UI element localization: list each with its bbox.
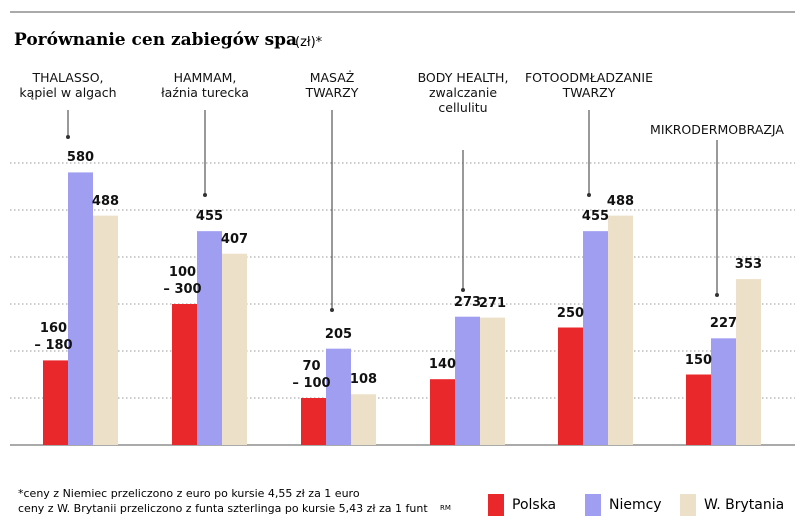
bar bbox=[686, 374, 711, 445]
value-label: 100 – 300 bbox=[163, 265, 202, 297]
bar bbox=[711, 338, 736, 445]
bar bbox=[736, 279, 761, 445]
category-label: BODY HEALTH, zwalczanie cellulitu bbox=[417, 70, 509, 115]
value-label: 70 – 100 bbox=[292, 359, 331, 391]
bar bbox=[43, 360, 68, 445]
value-label: 205 bbox=[324, 326, 353, 342]
leader-dot bbox=[587, 193, 591, 197]
legend-label: Niemcy bbox=[609, 497, 662, 513]
leader-dot bbox=[330, 308, 334, 312]
bar bbox=[430, 379, 455, 445]
legend-item: Niemcy bbox=[585, 494, 662, 516]
bar bbox=[455, 316, 480, 445]
bar bbox=[480, 317, 505, 445]
leader-dot bbox=[715, 293, 719, 297]
credit: RM bbox=[440, 504, 451, 512]
leader-dot bbox=[203, 193, 207, 197]
bar bbox=[326, 348, 351, 445]
value-label: 407 bbox=[220, 231, 249, 247]
leader-dot bbox=[461, 288, 465, 292]
value-label: 488 bbox=[91, 193, 120, 209]
value-label: 150 bbox=[684, 352, 713, 368]
value-label: 353 bbox=[734, 257, 763, 273]
bar bbox=[301, 398, 326, 445]
value-label: 160 – 180 bbox=[34, 321, 73, 354]
bar bbox=[93, 215, 118, 445]
bar bbox=[222, 253, 247, 445]
value-label: 580 bbox=[66, 150, 95, 166]
subtitle: (zł)* bbox=[295, 35, 323, 50]
value-label: 271 bbox=[478, 295, 507, 311]
chart-title: Porównanie cen zabiegów spa bbox=[14, 30, 298, 50]
legend-item: Polska bbox=[488, 494, 556, 516]
category-label: THALASSO, kąpiel w algach bbox=[19, 70, 117, 100]
legend-label: W. Brytania bbox=[704, 497, 785, 513]
bar bbox=[608, 215, 633, 445]
legend-swatch bbox=[585, 494, 601, 516]
bar bbox=[558, 327, 583, 445]
leader-dot bbox=[66, 135, 70, 139]
legend-label: Polska bbox=[512, 497, 557, 513]
bar bbox=[197, 231, 222, 445]
value-label: 455 bbox=[581, 209, 610, 225]
value-label: 273 bbox=[453, 294, 482, 310]
footnote: *ceny z Niemiec przeliczono z euro po ku… bbox=[18, 487, 428, 515]
value-label: 108 bbox=[349, 372, 378, 388]
legend-item: W. Brytania bbox=[680, 494, 784, 516]
bar bbox=[172, 304, 197, 445]
category-label: MASAŻ TWARZY bbox=[305, 70, 359, 100]
value-label: 455 bbox=[195, 209, 224, 225]
category-label: FOTOODMŁADZANIE TWARZY bbox=[524, 70, 654, 100]
bar bbox=[351, 394, 376, 445]
value-label: 227 bbox=[709, 316, 738, 332]
bar bbox=[583, 231, 608, 445]
value-label: 488 bbox=[606, 193, 635, 209]
category-label: MIKRODERMOBRAZJA bbox=[650, 122, 784, 137]
value-label: 140 bbox=[428, 357, 457, 373]
bar bbox=[68, 172, 93, 445]
category-label: HAMMAM, łaźnia turecka bbox=[161, 70, 249, 100]
legend-swatch bbox=[488, 494, 504, 516]
legend-swatch bbox=[680, 494, 696, 516]
value-label: 250 bbox=[556, 305, 585, 321]
